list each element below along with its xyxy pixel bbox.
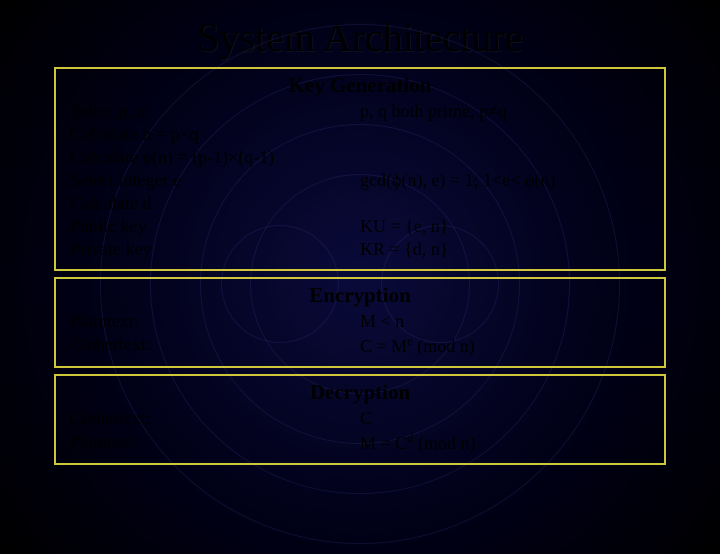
encryption-left-row: Plaintext:: [70, 310, 360, 333]
encryption-right-col: M < n C = Me (mod n): [360, 310, 650, 358]
keygen-left-row: Calculate n = p×q: [70, 123, 360, 146]
encryption-left-row: Ciphertext:: [70, 333, 360, 356]
encryption-right-row: M < n: [360, 310, 650, 333]
encryption-right-row: C = Me (mod n): [360, 333, 650, 358]
keygen-left-row: Private key: [70, 238, 360, 261]
section-encryption: Encryption Plaintext: Ciphertext: M < n …: [54, 277, 666, 368]
section-keygen-title: Key Generation: [70, 73, 650, 98]
keygen-left-row: Calculate ϕ(n) = (p-1)×(q-1): [70, 146, 360, 169]
keygen-left-row: Public key: [70, 215, 360, 238]
decryption-right-row: C: [360, 407, 650, 430]
section-encryption-title: Encryption: [70, 283, 650, 308]
keygen-right-row: KR = {d, n}: [360, 238, 650, 261]
keygen-right-row: [360, 123, 650, 146]
keygen-right-col: p, q both prime, p≠q gcd(ϕ(n), e) = 1; 1…: [360, 100, 650, 261]
decryption-right-col: C M = Cd (mod n): [360, 407, 650, 455]
decryption-left-row: Ciphertext:: [70, 407, 360, 430]
keygen-right-row: [360, 146, 650, 169]
keygen-left-row: Calculate d: [70, 192, 360, 215]
encryption-left-col: Plaintext: Ciphertext:: [70, 310, 360, 358]
section-keygen: Key Generation Select p, q Calculate n =…: [54, 67, 666, 271]
keygen-left-col: Select p, q Calculate n = p×q Calculate …: [70, 100, 360, 261]
keygen-left-row: Select integer e: [70, 169, 360, 192]
keygen-left-row: Select p, q: [70, 100, 360, 123]
keygen-right-row: gcd(ϕ(n), e) = 1; 1<e< ϕ(n): [360, 169, 650, 192]
section-decryption: Decryption Ciphertext: Plaintext: C M = …: [54, 374, 666, 465]
decryption-right-row: M = Cd (mod n): [360, 430, 650, 455]
decryption-left-col: Ciphertext: Plaintext:: [70, 407, 360, 455]
keygen-right-row: [360, 192, 650, 215]
keygen-right-row: KU = {e, n}: [360, 215, 650, 238]
keygen-right-row: p, q both prime, p≠q: [360, 100, 650, 123]
section-decryption-title: Decryption: [70, 380, 650, 405]
decryption-left-row: Plaintext:: [70, 430, 360, 453]
page-title: System Architecture: [0, 14, 720, 61]
